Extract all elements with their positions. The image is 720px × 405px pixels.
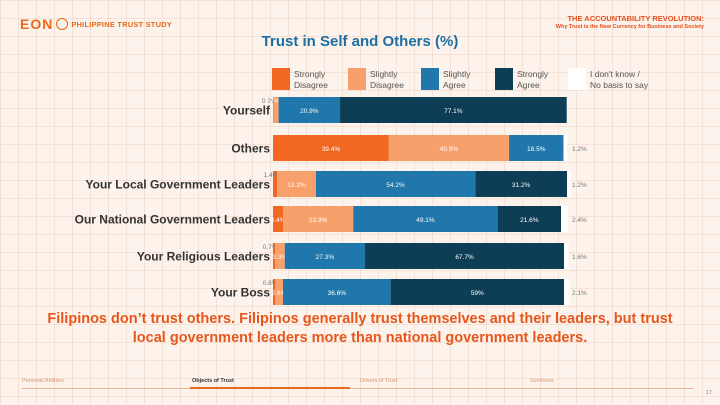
bar-your-religious-leaders-strongly-disagree: [273, 243, 276, 269]
category-label-your-religious-leaders: Your Religious Leaders: [137, 250, 270, 264]
legend-swatch-slightly-disagree: [348, 68, 366, 90]
data-label-others-strongly-disagree: 39.4%: [322, 146, 341, 153]
legend-label-strongly-disagree: Disagree: [294, 80, 328, 90]
caption: Filipinos don’t trust others. Filipinos …: [47, 311, 673, 346]
data-label-your-boss-slightly-agree: 36.6%: [328, 290, 347, 297]
data-label-others-slightly-disagree: 40.9%: [440, 146, 459, 153]
legend-swatch-i-don-t-know-no-basis-to-say: [568, 68, 586, 90]
category-label-others: Others: [231, 142, 270, 156]
nav-personal-abilities[interactable]: Personal Abilities: [22, 378, 64, 384]
legend-label-strongly-agree: Agree: [517, 80, 540, 90]
bar-our-national-government-leaders-slightly-agree: [353, 206, 498, 232]
bar-others-i-don-t-know-no-basis-to-say: [563, 135, 567, 161]
data-label-our-national-government-leaders-strongly-disagree: 3.4%: [271, 217, 286, 224]
legend-label-strongly-agree: Strongly: [517, 69, 549, 79]
bar-your-religious-leaders-slightly-disagree: [275, 243, 285, 269]
legend-label-slightly-disagree: Disagree: [370, 80, 404, 90]
footer-line: [22, 388, 694, 389]
bar-your-local-government-leaders-strongly-agree: [475, 171, 567, 197]
data-label-your-religious-leaders-slightly-agree: 27.3%: [316, 254, 335, 261]
bar-others-slightly-disagree: [388, 135, 510, 161]
data-label-your-local-government-leaders-strongly-agree: 31.2%: [512, 182, 531, 189]
legend-swatch-strongly-disagree: [272, 68, 290, 90]
bar-your-boss-slightly-disagree: [275, 279, 283, 305]
nav-synthesis[interactable]: Synthesis: [530, 378, 554, 384]
data-label-your-local-government-leaders-strongly-disagree: 1.4%: [264, 172, 279, 179]
bar-yourself-slightly-disagree: [273, 97, 279, 123]
stacked-bar-chart: StronglyDisagreeSlightlyDisagreeSlightly…: [75, 68, 649, 305]
bar-your-local-government-leaders-slightly-disagree: [277, 171, 316, 197]
nav-objects-of-trust[interactable]: Objects of Trust: [192, 378, 234, 384]
footer-nav: Personal Abilities Objects of Trust Driv…: [22, 378, 694, 390]
chart-title: Trust in Self and Others (%): [261, 33, 459, 50]
legend-label-slightly-agree: Slightly: [443, 69, 471, 79]
bar-your-religious-leaders-strongly-agree: [365, 243, 565, 269]
bar-your-religious-leaders-slightly-agree: [284, 243, 366, 269]
report-title: THE ACCOUNTABILITY REVOLUTION:: [567, 14, 704, 23]
footer-active-indicator: [190, 387, 350, 389]
bar-our-national-government-leaders-i-don-t-know-no-basis-to-say: [561, 206, 569, 232]
data-label-your-boss-i-don-t-know-no-basis-to-say: 2.1%: [572, 290, 587, 297]
page-number: 17: [705, 390, 712, 396]
category-label-yourself: Yourself: [223, 104, 271, 118]
data-label-your-religious-leaders-strongly-agree: 67.7%: [455, 254, 474, 261]
legend-label-slightly-agree: Agree: [443, 80, 466, 90]
bar-yourself-strongly-agree: [340, 97, 567, 123]
data-label-others-slightly-agree: 18.5%: [527, 146, 546, 153]
bar-your-boss-i-don-t-know-no-basis-to-say: [564, 279, 571, 305]
data-label-your-boss-strongly-agree: 59%: [471, 290, 484, 297]
bar-your-local-government-leaders-strongly-disagree: [273, 171, 278, 197]
legend-label-strongly-disagree: Strongly: [294, 69, 326, 79]
data-label-your-local-government-leaders-i-don-t-know-no-basis-to-say: 1.2%: [572, 182, 587, 189]
data-label-yourself-strongly-disagree: 0.2%: [262, 98, 277, 105]
data-label-your-religious-leaders-slightly-disagree: 3.3%: [272, 254, 287, 261]
data-label-our-national-government-leaders-i-don-t-know-no-basis-to-say: 2.4%: [572, 217, 587, 224]
data-label-your-religious-leaders-strongly-disagree: 0.7%: [263, 244, 278, 251]
logo: EON PHILIPPINE TRUST STUDY: [20, 16, 172, 32]
data-label-others-i-don-t-know-no-basis-to-say: 1.2%: [572, 146, 587, 153]
bar-your-boss-strongly-disagree: [273, 279, 276, 305]
legend-swatch-strongly-agree: [495, 68, 513, 90]
bar-your-boss-slightly-agree: [282, 279, 391, 305]
data-label-your-boss-slightly-disagree: 2.6%: [272, 290, 287, 297]
bar-our-national-government-leaders-strongly-agree: [497, 206, 562, 232]
legend-swatch-slightly-agree: [421, 68, 439, 90]
nav-drivers-of-trust[interactable]: Drivers of Trust: [360, 378, 398, 384]
legend-label-slightly-disagree: Slightly: [370, 69, 398, 79]
data-label-your-local-government-leaders-slightly-agree: 54.2%: [386, 182, 405, 189]
bar-our-national-government-leaders-slightly-disagree: [282, 206, 354, 232]
logo-text: PHILIPPINE TRUST STUDY: [71, 19, 173, 29]
bar-yourself-strongly-disagree: [273, 97, 274, 123]
report-heading: THE ACCOUNTABILITY REVOLUTION: Why Trust…: [556, 14, 704, 30]
data-label-your-local-government-leaders-slightly-disagree: 13.2%: [287, 182, 306, 189]
bar-your-religious-leaders-i-don-t-know-no-basis-to-say: [564, 243, 569, 269]
bar-your-local-government-leaders-slightly-agree: [315, 171, 476, 197]
bar-yourself-slightly-agree: [278, 97, 341, 123]
bar-others-slightly-agree: [509, 135, 564, 161]
data-label-your-religious-leaders-i-don-t-know-no-basis-to-say: 1.6%: [572, 254, 587, 261]
category-label-your-local-government-leaders: Your Local Government Leaders: [86, 178, 271, 192]
data-label-our-national-government-leaders-strongly-agree: 21.6%: [520, 217, 539, 224]
data-label-yourself-slightly-agree: 20.9%: [300, 108, 319, 115]
data-label-yourself-slightly-disagree: 1.7%: [265, 98, 280, 105]
category-label-our-national-government-leaders: Our National Government Leaders: [75, 213, 271, 227]
bar-others-strongly-disagree: [273, 135, 389, 161]
bar-your-boss-strongly-agree: [390, 279, 565, 305]
category-label-your-boss: Your Boss: [211, 286, 270, 300]
data-label-our-national-government-leaders-slightly-disagree: 23.9%: [309, 217, 328, 224]
report-subtitle: Why Trust is the New Currency for Busine…: [555, 24, 704, 30]
legend-label-i-don-t-know-no-basis-to-say: I don't know /: [590, 69, 640, 79]
data-label-our-national-government-leaders-slightly-agree: 49.1%: [416, 217, 435, 224]
logo-ring-icon: [56, 18, 69, 30]
bar-our-national-government-leaders-strongly-disagree: [273, 206, 283, 232]
data-label-yourself-strongly-agree: 77.1%: [444, 108, 463, 115]
legend-label-i-don-t-know-no-basis-to-say: No basis to say: [590, 80, 649, 90]
logo-mark: EON: [20, 16, 54, 32]
data-label-your-boss-strongly-disagree: 0.8%: [263, 280, 278, 287]
bar-your-local-government-leaders-i-don-t-know-no-basis-to-say: [567, 171, 571, 197]
